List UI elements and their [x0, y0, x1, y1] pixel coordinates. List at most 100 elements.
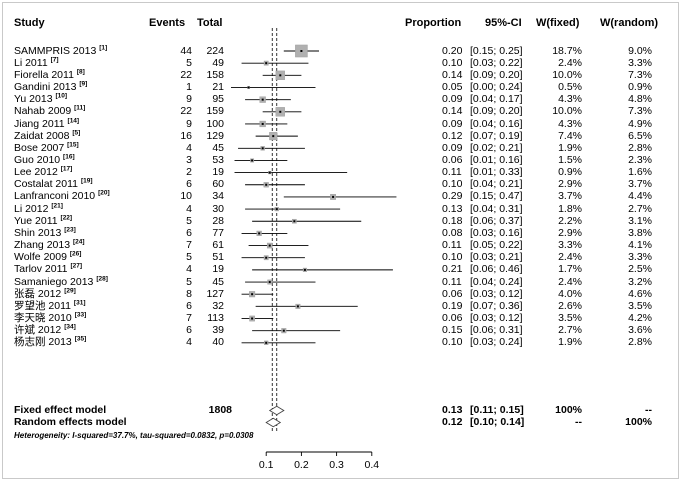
study-events: 7: [186, 239, 192, 252]
point-estimate: [279, 74, 282, 77]
study-reference: [15]: [67, 141, 79, 149]
study-name-text: Tarlov 2011: [14, 263, 68, 276]
study-proportion: 0.12: [442, 129, 463, 142]
study-total: 19: [212, 166, 224, 179]
study-weight-fixed: 0.5%: [558, 81, 582, 93]
study-events: 22: [180, 68, 192, 81]
study-events: 6: [186, 324, 192, 337]
point-estimate: [265, 341, 268, 344]
study-events: 44: [180, 44, 192, 57]
random-effect-diamond: [265, 417, 282, 428]
study-proportion: 0.18: [442, 214, 463, 227]
study-ci: [0.04; 0.31]: [470, 202, 523, 215]
study-weight-random: 2.8%: [628, 141, 652, 154]
study-reference: [1]: [99, 44, 108, 51]
study-ci: [0.04; 0.17]: [470, 93, 523, 106]
point-estimate: [296, 305, 299, 308]
study-reference: [16]: [63, 153, 75, 161]
study-name-text: SAMMPRIS 2013: [14, 44, 97, 57]
study-weight-fixed: 2.9%: [558, 178, 582, 191]
study-reference: [5]: [72, 129, 81, 137]
study-proportion: 0.11: [442, 239, 462, 252]
study-ci: [0.04; 0.24]: [470, 275, 523, 288]
study-weight-random: 2.8%: [628, 336, 652, 349]
study-reference: [31]: [73, 299, 86, 307]
study-name: 罗望池 2011 [31]: [14, 300, 85, 312]
study-proportion: 0.05: [442, 81, 463, 93]
study-ci: [0.06; 0.31]: [470, 324, 523, 337]
study-weight-random: 3.5%: [628, 299, 652, 312]
study-weight-random: 9.0%: [628, 44, 652, 57]
study-events: 6: [186, 299, 192, 312]
random-wf: --: [575, 416, 582, 428]
study-reference: [35]: [74, 335, 87, 343]
study-total: 158: [206, 68, 224, 81]
study-proportion: 0.14: [442, 105, 463, 118]
study-proportion: 0.10: [442, 336, 463, 349]
study-events: 4: [186, 202, 192, 215]
study-reference: [27]: [70, 262, 82, 270]
study-proportion: 0.11: [442, 166, 462, 179]
study-weight-fixed: 1.9%: [558, 336, 582, 349]
study-total: 49: [212, 56, 224, 69]
study-name: Shin 2013 [23]: [14, 227, 76, 239]
study-name-text: Shin 2013: [14, 226, 62, 239]
study-events: 4: [186, 336, 192, 349]
study-name-text: Yu 2013: [14, 93, 53, 106]
study-reference: [10]: [55, 92, 68, 100]
point-estimate: [293, 220, 296, 223]
study-name: Zhang 2013 [24]: [14, 239, 85, 251]
study-total: 19: [212, 263, 224, 276]
study-weight-random: 3.2%: [628, 275, 652, 288]
study-name: Nahab 2009 [11]: [14, 105, 85, 117]
study-total: 21: [212, 81, 224, 93]
point-estimate: [332, 195, 335, 198]
study-ci: [0.05; 0.22]: [470, 239, 523, 252]
study-weight-fixed: 10.0%: [552, 105, 582, 118]
study-total: 159: [206, 105, 224, 118]
point-estimate: [247, 86, 250, 89]
study-ci: [0.01; 0.16]: [470, 153, 523, 166]
study-total: 34: [212, 190, 224, 203]
study-reference: [23]: [64, 226, 76, 234]
study-name-text: 杨志刚 2013: [14, 336, 72, 349]
study-weight-random: 4.8%: [628, 93, 652, 106]
study-events: 9: [186, 117, 192, 130]
study-name-text: Fiorella 2011: [14, 68, 74, 81]
study-events: 22: [180, 105, 192, 118]
study-name: Yu 2013 [10]: [14, 93, 67, 105]
study-ci: [0.15; 0.25]: [470, 44, 523, 57]
study-total: 45: [212, 141, 224, 154]
study-reference: [14]: [67, 117, 80, 124]
study-weight-fixed: 3.7%: [558, 190, 582, 203]
study-weight-random: 4.6%: [628, 287, 652, 300]
study-name-text: Li 2012: [14, 202, 49, 215]
study-name: Jiang 2011 [14]: [14, 117, 80, 129]
study-name-text: Zhang 2013: [14, 239, 71, 252]
study-weight-random: 3.7%: [628, 178, 652, 191]
study-total: 224: [206, 44, 224, 57]
study-proportion: 0.06: [442, 287, 463, 300]
study-total: 28: [212, 214, 224, 227]
study-total: 129: [206, 129, 224, 142]
study-weight-random: 3.6%: [628, 324, 652, 337]
study-proportion: 0.19: [442, 299, 463, 312]
study-ci: [0.15; 0.47]: [470, 190, 523, 203]
point-estimate: [251, 293, 254, 296]
study-name-text: 许斌 2012: [14, 324, 62, 337]
study-name: Fiorella 2011 [8]: [14, 69, 85, 81]
study-events: 5: [186, 251, 192, 264]
fixed-effect-diamond: [268, 405, 285, 416]
point-estimate: [265, 256, 268, 259]
study-name-text: Lee 2012: [14, 166, 58, 179]
study-reference: [20]: [98, 189, 110, 197]
study-reference: [11]: [74, 104, 86, 112]
fixed-ci: [0.11; 0.15]: [470, 404, 524, 416]
random-label: Random effects model: [14, 416, 127, 428]
study-name-text: Guo 2010: [14, 153, 61, 166]
study-reference: [24]: [72, 238, 85, 246]
study-weight-random: 3.8%: [628, 226, 652, 239]
study-proportion: 0.09: [442, 93, 463, 106]
point-estimate: [261, 98, 264, 101]
